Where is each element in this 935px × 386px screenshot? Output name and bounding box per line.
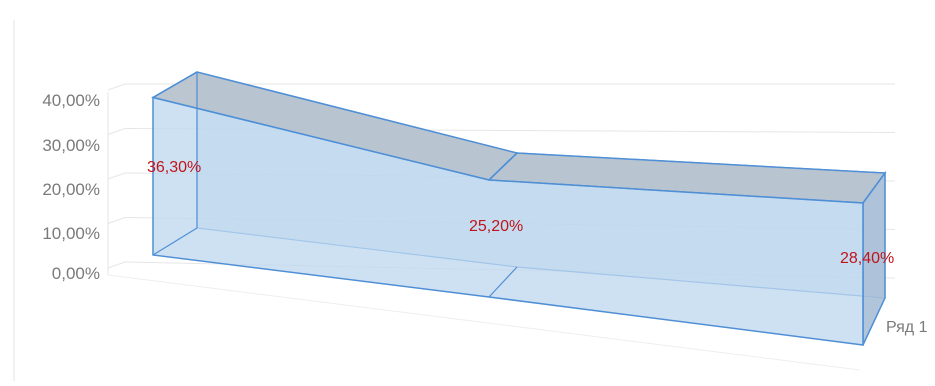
series-axis-label: Ряд 1 — [886, 319, 928, 336]
data-labels: 36,30% 25,20% 28,40% — [147, 159, 894, 267]
data-label: 36,30% — [147, 159, 201, 176]
floor-edge — [107, 274, 861, 371]
y-tick-label: 30,00% — [42, 136, 100, 155]
ridge-edge — [488, 266, 518, 298]
area-series — [151, 71, 887, 346]
depth-edge — [152, 71, 198, 99]
y-tick-label: 10,00% — [42, 224, 100, 243]
gridline — [107, 83, 895, 91]
ridge-edge — [488, 152, 518, 181]
y-tick-label: 0,00% — [52, 264, 100, 283]
y-axis-tick-labels: 0,00% 10,00% 20,00% 30,00% 40,00% — [42, 91, 100, 283]
data-label: 28,40% — [840, 250, 894, 267]
gridline — [107, 127, 896, 135]
y-tick-label: 40,00% — [42, 91, 100, 110]
y-tick-label: 20,00% — [42, 180, 100, 199]
depth-edge — [152, 227, 198, 256]
data-label: 25,20% — [469, 218, 523, 235]
